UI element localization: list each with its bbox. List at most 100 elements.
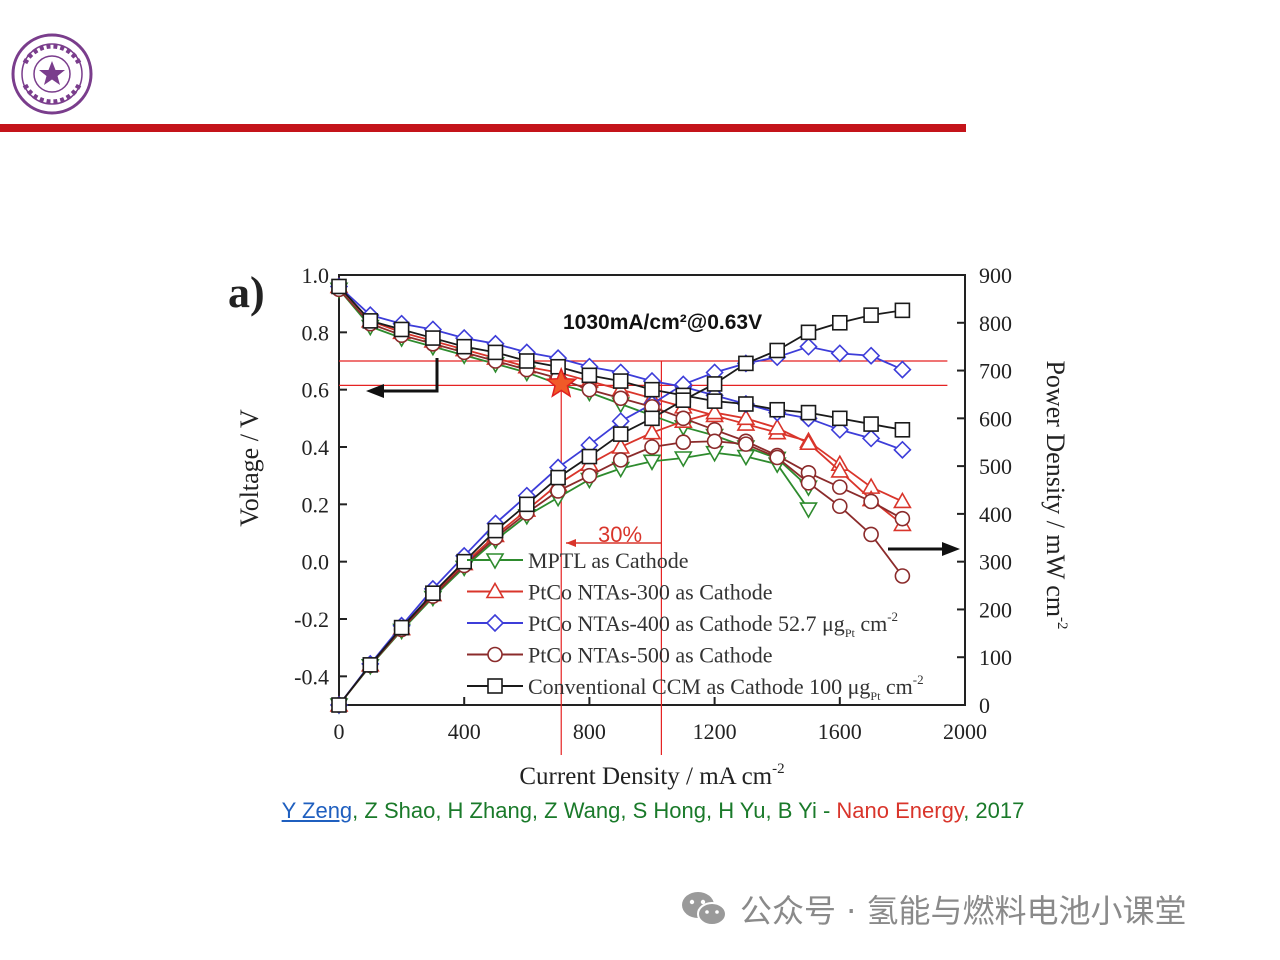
y-right-tick-label: 900 bbox=[979, 263, 1012, 288]
power-point bbox=[894, 568, 911, 584]
y-left-tick-label: 0.2 bbox=[302, 492, 330, 517]
header-divider bbox=[0, 124, 966, 132]
x-axis-title: Current Density / mA cm-2 bbox=[519, 761, 784, 790]
legend-label: PtCo NTAs-300 as Cathode bbox=[528, 580, 773, 605]
legend-marker bbox=[487, 646, 503, 663]
x-tick-label: 1200 bbox=[693, 719, 737, 744]
power-point bbox=[863, 526, 879, 543]
voltage-point bbox=[425, 330, 441, 346]
power-point bbox=[456, 553, 473, 570]
power-point bbox=[738, 436, 754, 452]
x-tick-label: 1600 bbox=[818, 719, 862, 744]
power-point bbox=[738, 355, 754, 372]
x-tick-label: 0 bbox=[334, 719, 345, 744]
voltage-point bbox=[863, 416, 879, 432]
y-left-tick-group: -0.4 -0.2 0.0 0.2 0.4 0.6 0.8 1.0 bbox=[294, 263, 347, 689]
power-point bbox=[581, 467, 598, 484]
legend-marker bbox=[485, 613, 505, 633]
power-point bbox=[425, 585, 441, 602]
y-left-tick-label: 0.0 bbox=[302, 550, 330, 575]
y-right-tick-label: 300 bbox=[979, 550, 1012, 575]
point-annotation: 1030mA/cm²@0.63V bbox=[563, 311, 762, 334]
power-point bbox=[831, 314, 848, 331]
percent-bracket bbox=[566, 539, 662, 547]
legend-entry: PtCo NTAs-400 as Cathode 52.7 μgPt cm-2 bbox=[467, 609, 898, 640]
voltage-point bbox=[893, 491, 912, 509]
power-point bbox=[612, 426, 629, 442]
power-point bbox=[830, 461, 850, 478]
power-point bbox=[769, 342, 786, 359]
legend: MPTL as Cathode PtCo NTAs-300 as Cathode P… bbox=[467, 548, 924, 703]
voltage-point bbox=[893, 440, 912, 459]
series-4 bbox=[331, 278, 911, 713]
citation-year: , 2017 bbox=[963, 798, 1025, 823]
legend-label: Conventional CCM as Cathode 100 μgPt cm-… bbox=[528, 672, 924, 703]
power-point bbox=[675, 434, 692, 451]
power-point bbox=[518, 496, 535, 513]
plot-frame bbox=[338, 274, 966, 706]
x-tick-label: 400 bbox=[448, 719, 481, 744]
voltage-point bbox=[738, 396, 754, 412]
voltage-point bbox=[581, 381, 598, 398]
x-tick-label: 800 bbox=[573, 719, 606, 744]
power-point bbox=[706, 433, 723, 450]
legend-label: PtCo NTAs-400 as Cathode 52.7 μgPt cm-2 bbox=[528, 609, 898, 640]
power-point bbox=[861, 346, 881, 365]
power-point bbox=[487, 522, 504, 539]
power-point bbox=[642, 423, 662, 440]
voltage-point bbox=[894, 421, 911, 438]
voltage-point bbox=[861, 429, 881, 448]
power-point bbox=[830, 344, 849, 363]
voltage-point bbox=[800, 404, 817, 421]
y-right-tick-label: 800 bbox=[979, 311, 1012, 336]
y-left-tick-label: 0.6 bbox=[302, 378, 330, 403]
power-point bbox=[393, 619, 410, 636]
wechat-watermark: 公众号 · 氢能与燃料电池小课堂 bbox=[680, 888, 1187, 930]
power-point bbox=[550, 469, 566, 486]
voltage-line bbox=[338, 288, 810, 488]
power-point bbox=[831, 498, 848, 515]
left-arrow-icon bbox=[380, 358, 439, 393]
y-axis-right-title: Power Density / mW cm-2 bbox=[1041, 360, 1070, 629]
power-point bbox=[644, 439, 660, 455]
y-right-tick-label: 400 bbox=[979, 502, 1012, 527]
citation-coauthors: , Z Shao, H Zhang, Z Wang, S Hong, H Yu,… bbox=[352, 798, 837, 823]
legend-entry: MPTL as Cathode bbox=[467, 548, 689, 573]
y-right-tick-label: 0 bbox=[979, 693, 990, 718]
y-right-tick-label: 500 bbox=[979, 454, 1012, 479]
voltage-point bbox=[612, 373, 629, 389]
power-point bbox=[581, 448, 598, 465]
voltage-point bbox=[863, 493, 879, 510]
y-left-tick-label: 0.4 bbox=[302, 435, 330, 460]
voltage-point bbox=[706, 393, 723, 409]
voltage-point bbox=[487, 344, 504, 361]
power-point bbox=[736, 408, 756, 426]
citation-first-author-link[interactable]: Y Zeng bbox=[281, 798, 353, 823]
legend-label: MPTL as Cathode bbox=[528, 548, 689, 573]
legend-label: PtCo NTAs-500 as Cathode bbox=[528, 643, 773, 668]
legend-marker bbox=[485, 553, 505, 570]
university-logo bbox=[11, 33, 93, 115]
highlight-star bbox=[545, 366, 578, 398]
y-right-tick-label: 200 bbox=[979, 597, 1012, 622]
y-left-tick-label: 0.8 bbox=[302, 320, 330, 345]
y-right-tick-label: 700 bbox=[979, 359, 1012, 384]
power-point bbox=[331, 697, 347, 713]
legend-marker bbox=[487, 678, 503, 694]
y-left-tick-label: -0.4 bbox=[294, 664, 329, 689]
power-point bbox=[644, 410, 660, 427]
power-point bbox=[642, 454, 662, 471]
legend-entry: PtCo NTAs-300 as Cathode bbox=[467, 580, 773, 605]
y-right-tick-label: 100 bbox=[979, 645, 1012, 670]
voltage-point bbox=[675, 410, 692, 427]
y-left-tick-label: 1.0 bbox=[302, 263, 330, 288]
citation: Y Zeng, Z Shao, H Zhang, Z Wang, S Hong,… bbox=[0, 798, 1280, 824]
power-point bbox=[706, 376, 723, 392]
citation-journal: Nano Energy bbox=[836, 798, 964, 823]
wechat-icon bbox=[682, 892, 727, 926]
voltage-point bbox=[331, 278, 347, 295]
voltage-point bbox=[393, 321, 410, 338]
voltage-point bbox=[362, 313, 379, 329]
y-left-tick-label: -0.2 bbox=[294, 607, 329, 632]
